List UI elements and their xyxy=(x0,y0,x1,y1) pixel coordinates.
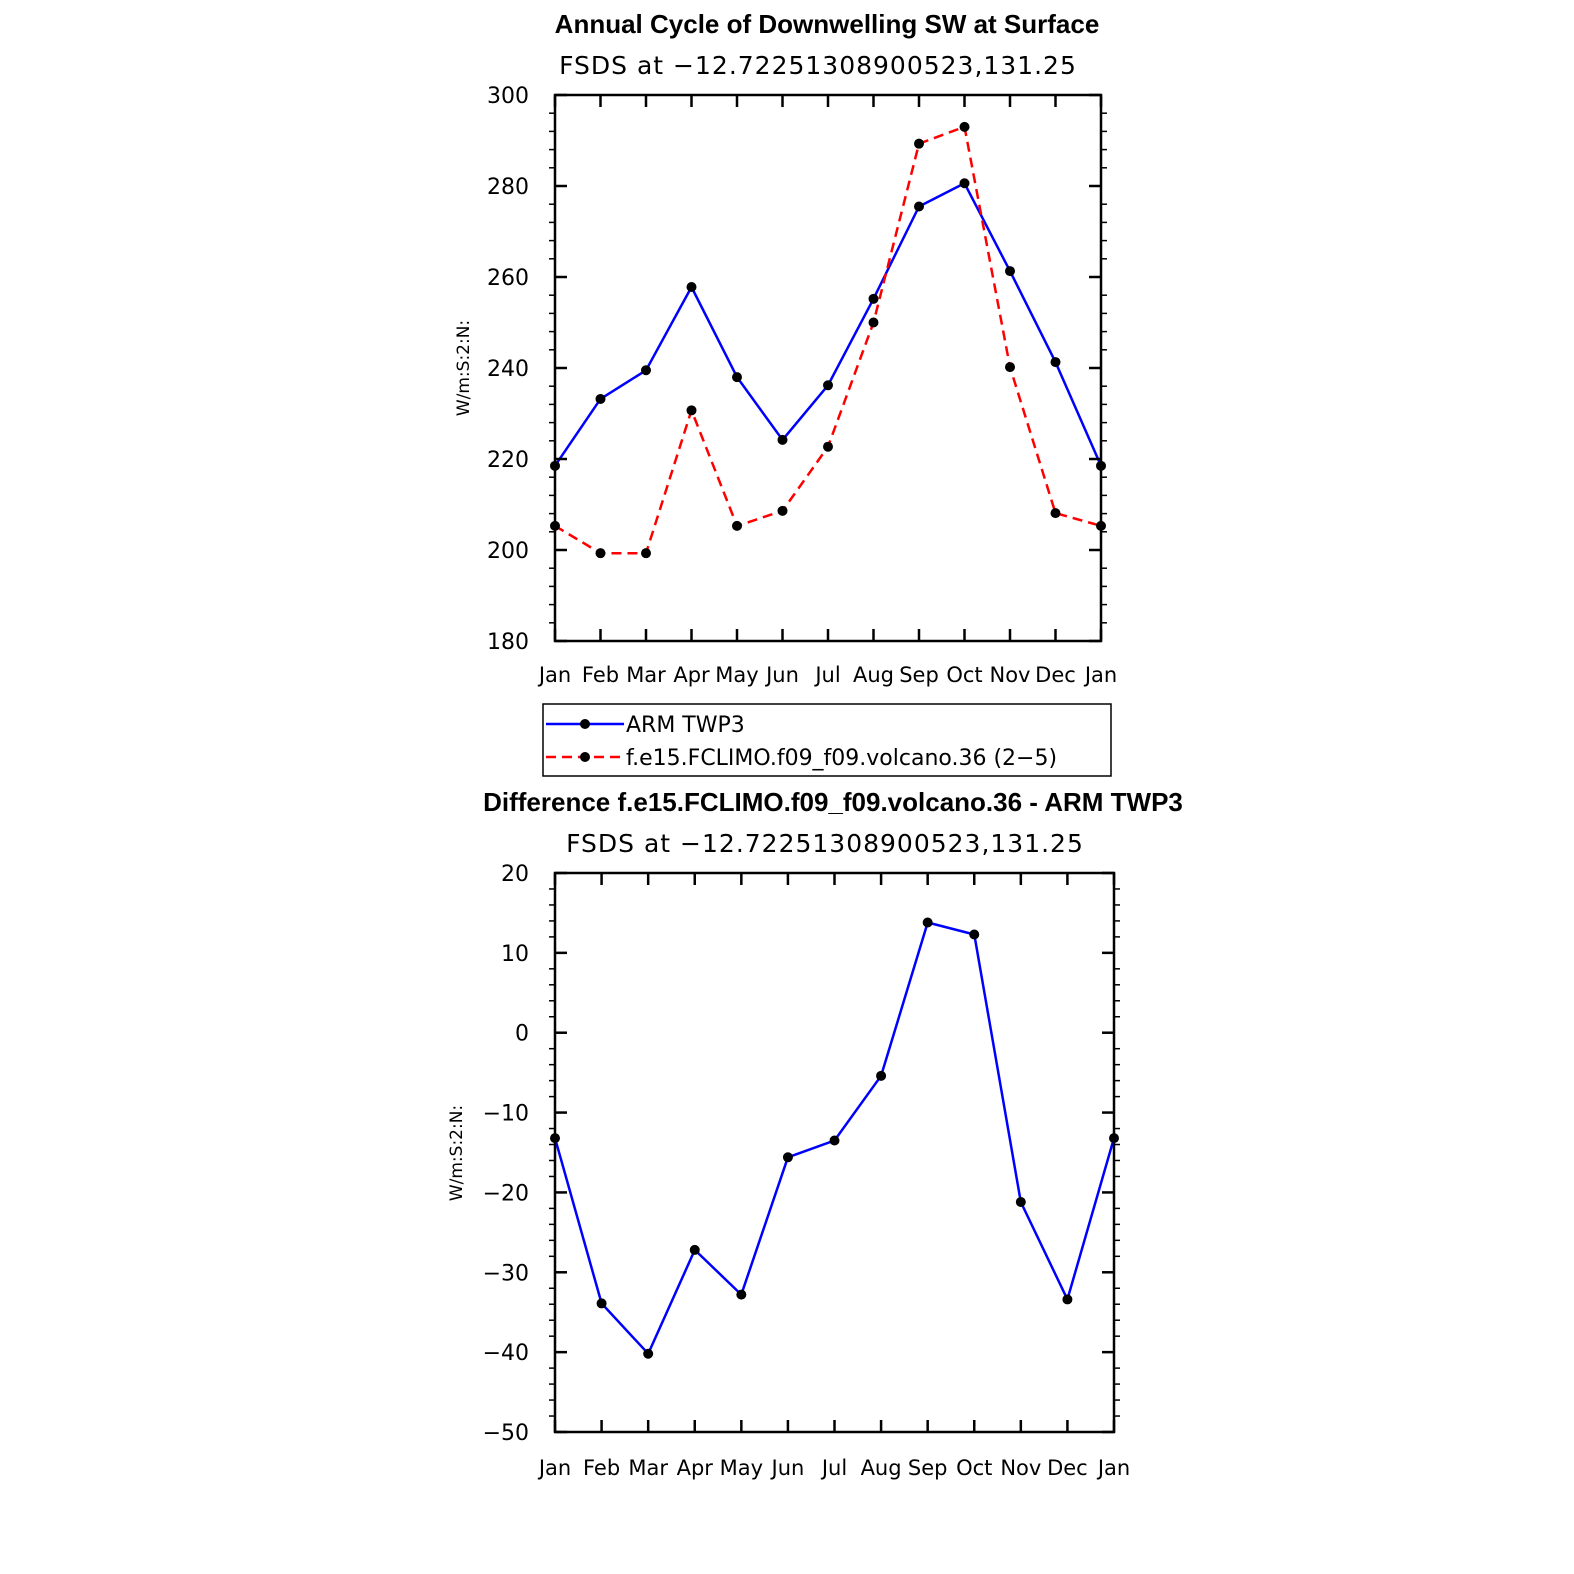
y-tick-label: −50 xyxy=(483,1421,529,1446)
y-tick-label: 200 xyxy=(487,539,529,564)
x-tick-label: Mar xyxy=(628,1456,668,1480)
data-point xyxy=(914,138,924,149)
data-point xyxy=(641,365,651,376)
data-point xyxy=(732,520,742,531)
data-point xyxy=(959,121,970,132)
x-tick-label: Aug xyxy=(861,1456,902,1480)
x-tick-label: Nov xyxy=(990,663,1031,687)
x-tick-label: Oct xyxy=(946,663,982,687)
data-point xyxy=(777,505,788,516)
y-tick-label: 0 xyxy=(515,1022,529,1047)
data-point xyxy=(829,1135,840,1146)
x-tick-label: Jan xyxy=(537,1456,571,1480)
x-tick-label: Jan xyxy=(1096,1456,1130,1480)
chart-title: Difference f.e15.FCLIMO.f09_f09.volcano.… xyxy=(483,787,1183,817)
y-axis-label: W/m:S:2:N: xyxy=(447,1105,467,1201)
x-tick-label: May xyxy=(715,663,758,687)
x-tick-label: Jun xyxy=(770,1456,805,1480)
y-tick-label: −30 xyxy=(483,1261,529,1286)
y-tick-label: 220 xyxy=(487,448,529,473)
x-tick-label: Feb xyxy=(583,1456,620,1480)
data-point xyxy=(959,178,970,189)
data-point xyxy=(868,317,879,328)
legend: ARM TWP3 f.e15.FCLIMO.f09_f09.volcano.36… xyxy=(542,703,1112,777)
x-tick-label: Mar xyxy=(626,663,666,687)
data-point xyxy=(823,380,833,391)
data-point xyxy=(596,1298,607,1309)
x-tick-label: Oct xyxy=(956,1456,992,1480)
data-point xyxy=(823,441,833,452)
series-line-2 xyxy=(554,125,1102,555)
x-tick-label: Jul xyxy=(813,663,840,687)
x-tick-label: Nov xyxy=(1000,1456,1041,1480)
x-tick-label: Apr xyxy=(673,663,710,687)
y-tick-label: 180 xyxy=(487,630,529,655)
chart-subtitle: FSDS at −12.72251308900523,131.25 xyxy=(559,51,1077,80)
x-tick-label: Aug xyxy=(853,663,894,687)
y-tick-label: −20 xyxy=(483,1181,529,1206)
y-tick-label: 240 xyxy=(487,357,529,382)
data-point xyxy=(689,1244,700,1255)
plot-frame xyxy=(553,93,1103,643)
x-tick-label: Feb xyxy=(582,663,619,687)
x-tick-label: Jul xyxy=(820,1456,847,1480)
y-tick-label: 260 xyxy=(487,266,529,291)
chart-subtitle: FSDS at −12.72251308900523,131.25 xyxy=(566,829,1084,858)
x-tick-label: May xyxy=(720,1456,763,1480)
data-point xyxy=(686,405,697,416)
data-point xyxy=(876,1070,887,1081)
y-axis-label: W/m:S:2:N: xyxy=(454,320,474,416)
legend-marker-model xyxy=(580,752,590,762)
series-line-1 xyxy=(553,182,1103,467)
x-tick-label: Jun xyxy=(764,663,799,687)
data-point xyxy=(643,1348,654,1359)
data-point xyxy=(969,929,980,940)
y-tick-label: 300 xyxy=(487,84,529,109)
annual-cycle-chart: Annual Cycle of Downwelling SW at Surfac… xyxy=(454,9,1117,777)
data-point xyxy=(686,282,697,293)
data-point xyxy=(732,372,742,383)
data-point xyxy=(595,548,606,559)
data-point xyxy=(914,201,924,212)
legend-box xyxy=(542,703,1112,777)
legend-label-model: f.e15.FCLIMO.f09_f09.volcano.36 (2−5) xyxy=(626,746,1057,771)
x-tick-label: Jan xyxy=(537,663,571,687)
data-point xyxy=(595,393,606,404)
data-point xyxy=(1050,357,1061,368)
y-tick-label: 280 xyxy=(487,175,529,200)
data-point xyxy=(782,1152,793,1163)
legend-label-arm: ARM TWP3 xyxy=(626,713,745,738)
data-point xyxy=(736,1289,747,1300)
legend-marker-arm xyxy=(580,719,590,729)
difference-chart: Difference f.e15.FCLIMO.f09_f09.volcano.… xyxy=(447,787,1183,1480)
y-tick-label: 20 xyxy=(501,862,529,887)
data-point xyxy=(1005,362,1015,373)
y-tick-label: 10 xyxy=(501,942,529,967)
x-tick-label: Dec xyxy=(1047,1456,1088,1480)
data-point xyxy=(1005,266,1015,277)
data-point xyxy=(868,293,879,304)
data-point xyxy=(777,434,788,445)
data-point xyxy=(1050,508,1061,519)
x-tick-label: Sep xyxy=(899,663,939,687)
x-tick-label: Jan xyxy=(1083,663,1117,687)
y-tick-label: −10 xyxy=(483,1102,529,1127)
data-point xyxy=(1062,1294,1073,1305)
data-point xyxy=(1015,1197,1026,1208)
data-point xyxy=(922,917,933,928)
data-point xyxy=(641,548,651,559)
chart-title: Annual Cycle of Downwelling SW at Surfac… xyxy=(555,9,1100,39)
x-tick-label: Apr xyxy=(677,1456,714,1480)
y-tick-label: −40 xyxy=(483,1341,529,1366)
x-tick-label: Dec xyxy=(1035,663,1076,687)
x-tick-label: Sep xyxy=(908,1456,948,1480)
plot-frame xyxy=(553,871,1116,1434)
